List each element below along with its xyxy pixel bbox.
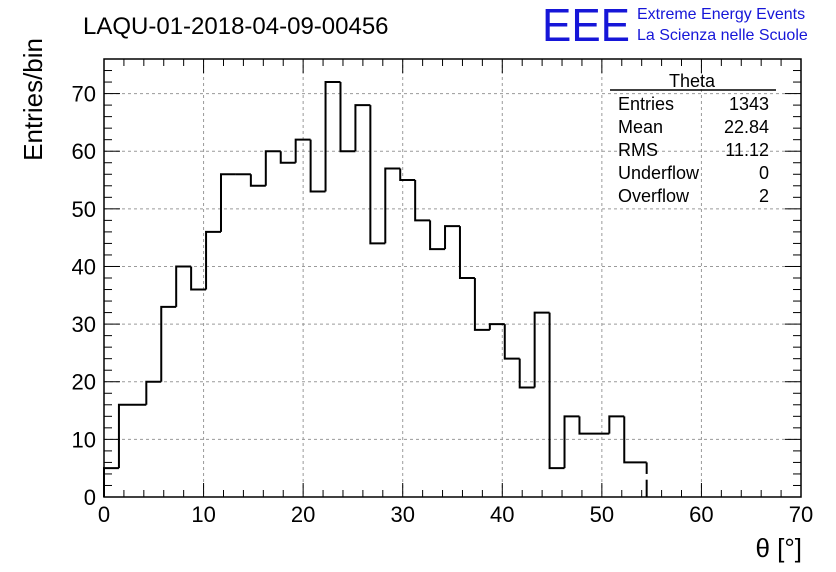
histogram-bin <box>324 81 341 192</box>
stats-label-overflow: Overflow <box>618 186 690 206</box>
stats-value-entries: 1343 <box>729 94 769 114</box>
histogram-bin <box>488 323 505 330</box>
histogram-bin <box>339 82 356 153</box>
histogram-bin <box>608 415 625 434</box>
stats-label-underflow: Underflow <box>618 163 700 183</box>
histogram-bin <box>117 403 147 469</box>
histogram-bin <box>458 226 475 279</box>
chart-title: LAQU-01-2018-04-09-00456 <box>83 13 389 40</box>
stats-value-overflow: 2 <box>759 186 769 206</box>
histogram-bin <box>369 105 386 245</box>
x-tick-label: 60 <box>689 502 713 527</box>
histogram-bin <box>578 416 610 435</box>
histogram-bin <box>294 138 311 163</box>
y-tick-label: 10 <box>72 427 96 452</box>
histogram-bin <box>429 220 446 251</box>
histogram-bin <box>623 416 647 464</box>
y-tick-label: 40 <box>72 254 96 279</box>
histogram-bin <box>190 266 207 291</box>
histogram-bin <box>384 167 401 244</box>
stats-label-mean: Mean <box>618 117 663 137</box>
histogram-outline <box>103 81 648 497</box>
y-axis-title: Entries/bin <box>18 38 48 161</box>
histogram-bin <box>444 225 460 250</box>
logo-line-2: La Scienza nelle Scuole <box>637 27 808 44</box>
stats-value-mean: 22.84 <box>724 117 769 137</box>
histogram-bin <box>503 324 520 360</box>
histogram-bin <box>249 174 266 187</box>
histogram-bin <box>354 104 371 152</box>
y-tick-label: 50 <box>72 197 96 222</box>
y-tick-label: 30 <box>72 312 96 337</box>
y-tick-label: 60 <box>72 139 96 164</box>
y-tick-label: 0 <box>84 485 96 510</box>
logo-line-1: Extreme Energy Events <box>637 6 805 23</box>
histogram-bin <box>399 168 416 182</box>
x-tick-label: 40 <box>490 502 514 527</box>
stats-value-rms: 11.12 <box>725 140 769 160</box>
x-axis-title: θ [°] <box>755 533 802 563</box>
histogram-bin <box>279 151 296 164</box>
stats-label-entries: Entries <box>618 94 674 114</box>
histogram-bin <box>219 173 236 232</box>
histogram-bin <box>548 312 565 470</box>
histogram-bin <box>175 265 192 307</box>
histogram-bin <box>145 380 162 405</box>
grid-lines <box>104 59 801 497</box>
histogram-bin <box>533 311 550 388</box>
x-tick-label: 50 <box>590 502 614 527</box>
histogram-bin <box>205 230 221 290</box>
x-tick-label: 20 <box>291 502 315 527</box>
y-tick-label: 20 <box>72 370 96 395</box>
x-tick-label: 30 <box>390 502 414 527</box>
histogram-bin <box>518 358 535 389</box>
histogram-bin <box>563 415 580 469</box>
stats-box: Theta Entries 1343 Mean 22.84 RMS 11.12 … <box>610 71 776 206</box>
histogram-bin <box>414 180 431 222</box>
histogram-bin <box>160 305 177 382</box>
x-tick-label: 70 <box>789 502 813 527</box>
histogram-bin <box>103 467 119 497</box>
stats-box-title: Theta <box>669 71 716 91</box>
histogram-bin <box>309 139 326 193</box>
logo-mark: EEE <box>542 0 630 51</box>
stats-label-rms: RMS <box>618 140 658 160</box>
y-tick-label: 70 <box>72 82 96 107</box>
stats-value-underflow: 0 <box>759 163 769 183</box>
axis-ticks <box>103 58 802 498</box>
x-tick-label: 0 <box>98 502 110 527</box>
eee-logo: EEE Extreme Energy Events La Scienza nel… <box>542 0 808 51</box>
plot-frame <box>103 58 802 498</box>
histogram-bin <box>473 278 490 331</box>
x-tick-label: 10 <box>191 502 215 527</box>
histogram-bin <box>264 150 281 186</box>
